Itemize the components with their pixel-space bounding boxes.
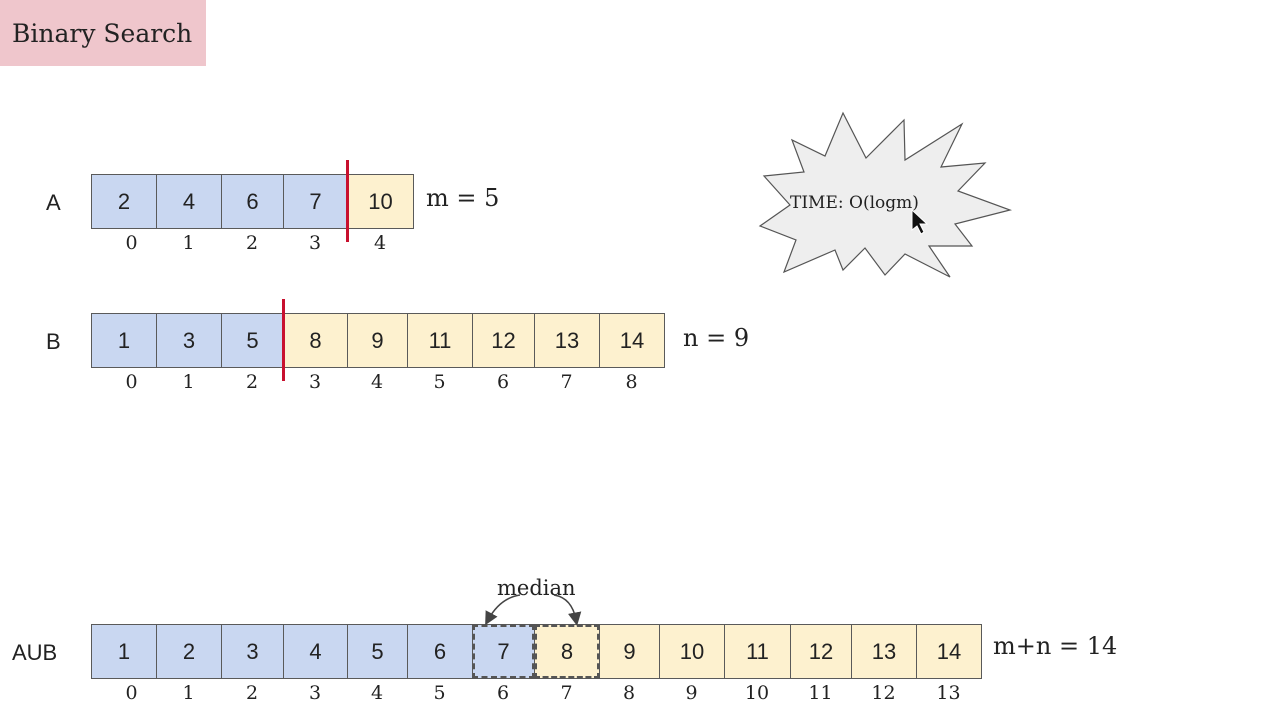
array-b-cell: 3 [156,313,222,368]
array-a-index-label: 0 [125,232,138,254]
array-a-index-label: 3 [308,232,322,254]
array-union-index-label: 8 [622,682,636,704]
array-union-index-label: 5 [433,682,446,704]
array-b-index-label: 7 [560,371,573,393]
array-union-size-note: m+n = 14 [993,632,1118,660]
array-union-cell: 12 [790,624,852,679]
median-highlight-box [534,624,600,679]
median-label: median [497,576,576,600]
array-b-index-label: 6 [496,371,510,393]
array-b-index-label: 8 [625,371,638,393]
array-a-index-label: 4 [373,232,387,254]
array-b-cell: 8 [283,313,348,368]
array-b-cell: 13 [534,313,600,368]
array-a-cell: 10 [347,174,414,229]
array-union-cell: 6 [407,624,473,679]
array-union-cell: 3 [221,624,284,679]
array-b-cell: 1 [91,313,157,368]
array-union-cell: 9 [599,624,660,679]
array-union-cell: 2 [156,624,222,679]
array-b-index-label: 0 [125,371,138,393]
median-arrow-right [553,594,582,626]
slide-title: Binary Search [0,0,206,66]
starburst-shape [758,111,1013,278]
median-arrow-left [485,594,521,626]
array-union-cell: 8 [534,624,600,679]
array-a-index-label: 1 [182,232,195,254]
array-union-index-label: 10 [744,682,770,704]
array-union-index-label: 13 [936,682,961,704]
array-b-cell: 14 [599,313,665,368]
array-union-index-label: 2 [245,682,259,704]
array-a-partition-divider [346,160,349,242]
array-union-cell: 10 [659,624,725,679]
array-union-index-label: 9 [685,682,698,704]
array-a-label: A [46,190,61,215]
array-b-cell: 11 [407,313,473,368]
array-union-cell: 7 [472,624,535,679]
array-b-index-label: 5 [433,371,446,393]
array-b-cell: 12 [472,313,535,368]
array-union-cell: 13 [851,624,917,679]
array-a-size-note: m = 5 [426,184,500,212]
array-union-index-label: 12 [871,682,896,704]
complexity-note: TIME: O(logm) [790,193,919,213]
array-b-index-label: 1 [182,371,195,393]
array-union-index-label: 7 [560,682,573,704]
array-b-label: B [46,329,61,354]
array-a-index-label: 2 [245,232,259,254]
array-union-index-label: 3 [308,682,322,704]
array-union-index-label: 4 [370,682,384,704]
array-a-cell: 6 [221,174,284,229]
array-b-index-label: 4 [370,371,384,393]
array-union-label: AUB [12,640,58,665]
array-a-cell: 4 [156,174,222,229]
array-a-cell: 7 [283,174,348,229]
array-union-cell: 5 [347,624,408,679]
array-union-cell: 14 [916,624,982,679]
slide-title-text: Binary Search [12,18,193,48]
array-b-partition-divider [282,299,285,381]
array-union-index-label: 0 [125,682,138,704]
array-union-index-label: 1 [182,682,195,704]
array-b-cell: 9 [347,313,408,368]
array-union-index-label: 11 [808,682,833,704]
array-b-index-label: 2 [245,371,259,393]
array-b-size-note: n = 9 [683,324,750,352]
array-union-cell: 1 [91,624,157,679]
array-b-index-label: 3 [308,371,322,393]
mouse-pointer-icon [911,208,929,235]
array-union-index-label: 6 [496,682,510,704]
median-highlight-box [472,624,535,679]
